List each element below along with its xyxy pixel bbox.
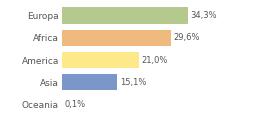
- Bar: [62, 74, 117, 90]
- Text: 34,3%: 34,3%: [191, 11, 217, 20]
- Text: 29,6%: 29,6%: [173, 33, 200, 42]
- Bar: [62, 7, 188, 24]
- Bar: [62, 52, 139, 68]
- Text: 15,1%: 15,1%: [120, 78, 146, 87]
- Bar: [62, 30, 171, 46]
- Text: 21,0%: 21,0%: [141, 55, 168, 65]
- Text: 0,1%: 0,1%: [64, 100, 85, 109]
